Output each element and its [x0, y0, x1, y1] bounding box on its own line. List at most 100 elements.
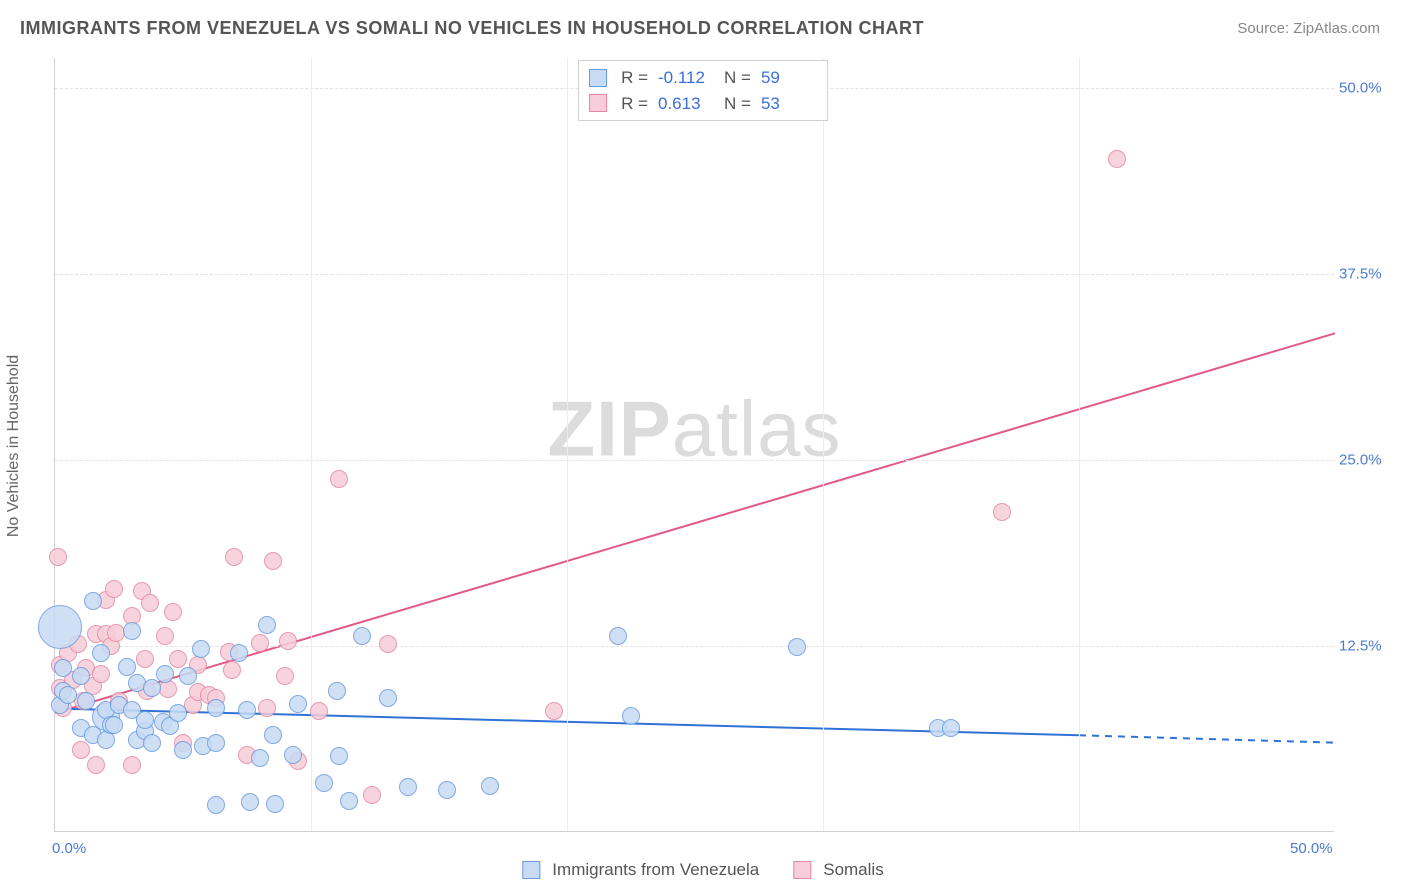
scatter-point	[238, 701, 256, 719]
swatch-somalis	[589, 94, 607, 112]
scatter-point	[77, 692, 95, 710]
scatter-point	[72, 667, 90, 685]
scatter-point	[136, 711, 154, 729]
stat-n-label: N =	[724, 91, 751, 117]
scatter-point	[207, 796, 225, 814]
scatter-point	[993, 503, 1011, 521]
scatter-point	[141, 594, 159, 612]
chart-title: IMMIGRANTS FROM VENEZUELA VS SOMALI NO V…	[20, 18, 924, 39]
legend-swatch-somalis	[793, 861, 811, 879]
scatter-point	[92, 665, 110, 683]
scatter-point	[54, 659, 72, 677]
scatter-point	[105, 716, 123, 734]
stat-r-label: R =	[621, 91, 648, 117]
grid-line-h	[55, 274, 1334, 275]
scatter-point	[279, 632, 297, 650]
trend-line	[1079, 735, 1335, 742]
legend-item-venezuela: Immigrants from Venezuela	[522, 860, 759, 880]
scatter-point	[481, 777, 499, 795]
scatter-point	[59, 686, 77, 704]
scatter-point	[330, 747, 348, 765]
y-axis-label: No Vehicles in Household	[5, 355, 23, 537]
scatter-point	[72, 741, 90, 759]
grid-line-h	[55, 460, 1334, 461]
scatter-point	[241, 793, 259, 811]
scatter-point	[315, 774, 333, 792]
plot-area: ZIPatlas 12.5%25.0%37.5%50.0%	[54, 58, 1334, 832]
scatter-point	[223, 661, 241, 679]
scatter-point	[105, 580, 123, 598]
scatter-point	[179, 667, 197, 685]
stat-row-venezuela: R = -0.112 N = 59	[589, 65, 817, 91]
grid-line-v	[823, 58, 824, 831]
scatter-point	[622, 707, 640, 725]
source-label: Source:	[1237, 20, 1289, 37]
source-attribution: Source: ZipAtlas.com	[1237, 20, 1380, 37]
x-tick-min: 0.0%	[52, 840, 86, 857]
scatter-point	[276, 667, 294, 685]
swatch-venezuela	[589, 69, 607, 87]
scatter-point	[328, 682, 346, 700]
stat-n-label: N =	[724, 65, 751, 91]
scatter-point	[379, 689, 397, 707]
scatter-point	[169, 704, 187, 722]
scatter-point	[251, 634, 269, 652]
scatter-point	[330, 470, 348, 488]
scatter-point	[225, 548, 243, 566]
stat-row-somalis: R = 0.613 N = 53	[589, 91, 817, 117]
scatter-point	[174, 741, 192, 759]
scatter-point	[49, 548, 67, 566]
legend-label-venezuela: Immigrants from Venezuela	[552, 860, 759, 880]
bottom-legend: Immigrants from Venezuela Somalis	[522, 860, 883, 880]
scatter-point	[438, 781, 456, 799]
y-tick-label: 12.5%	[1339, 637, 1394, 654]
x-tick-max: 50.0%	[1290, 840, 1333, 857]
scatter-point	[92, 644, 110, 662]
scatter-point	[545, 702, 563, 720]
stat-n-venezuela: 59	[761, 65, 817, 91]
scatter-point	[230, 644, 248, 662]
scatter-point	[207, 699, 225, 717]
scatter-point	[942, 719, 960, 737]
scatter-point	[609, 627, 627, 645]
scatter-point	[266, 795, 284, 813]
scatter-point	[363, 786, 381, 804]
stat-n-somalis: 53	[761, 91, 817, 117]
source-link[interactable]: ZipAtlas.com	[1293, 20, 1380, 37]
legend-swatch-venezuela	[522, 861, 540, 879]
legend-item-somalis: Somalis	[793, 860, 883, 880]
y-tick-label: 25.0%	[1339, 451, 1394, 468]
stat-legend: R = -0.112 N = 59 R = 0.613 N = 53	[578, 60, 828, 121]
scatter-point	[258, 616, 276, 634]
scatter-point	[143, 734, 161, 752]
grid-line-v	[1079, 58, 1080, 831]
grid-line-v	[567, 58, 568, 831]
scatter-point	[169, 650, 187, 668]
stat-r-label: R =	[621, 65, 648, 91]
y-tick-label: 37.5%	[1339, 265, 1394, 282]
scatter-point	[1108, 150, 1126, 168]
scatter-point	[123, 622, 141, 640]
scatter-point	[788, 638, 806, 656]
stat-r-venezuela: -0.112	[658, 65, 714, 91]
scatter-point	[284, 746, 302, 764]
stat-r-somalis: 0.613	[658, 91, 714, 117]
scatter-point	[192, 640, 210, 658]
scatter-point	[38, 605, 82, 649]
scatter-point	[264, 552, 282, 570]
scatter-point	[264, 726, 282, 744]
scatter-point	[353, 627, 371, 645]
scatter-point	[379, 635, 397, 653]
scatter-point	[207, 734, 225, 752]
legend-label-somalis: Somalis	[823, 860, 883, 880]
scatter-point	[310, 702, 328, 720]
scatter-point	[84, 592, 102, 610]
scatter-point	[156, 627, 174, 645]
scatter-point	[123, 756, 141, 774]
scatter-point	[136, 650, 154, 668]
scatter-point	[258, 699, 276, 717]
scatter-point	[251, 749, 269, 767]
scatter-point	[399, 778, 417, 796]
scatter-point	[156, 665, 174, 683]
scatter-point	[340, 792, 358, 810]
